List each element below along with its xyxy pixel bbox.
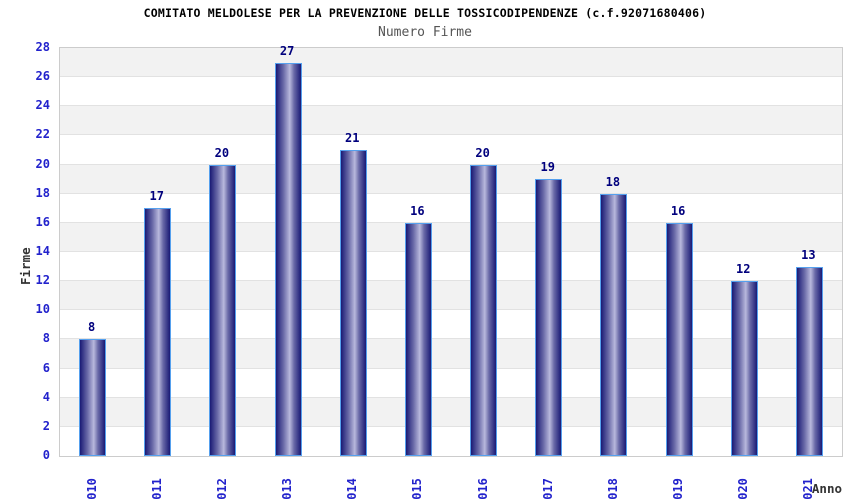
plot-band <box>60 164 842 194</box>
bar-2012 <box>209 164 237 456</box>
x-tick-label: 2015 <box>410 478 425 500</box>
bar-2021 <box>795 266 823 456</box>
x-tick-label: 2016 <box>475 478 490 500</box>
gridline <box>60 192 842 194</box>
x-tick-label: 2017 <box>540 478 555 500</box>
gridline <box>60 163 842 165</box>
x-tick-label: 2020 <box>736 478 751 500</box>
y-tick-label: 18 <box>35 185 50 200</box>
bar-2019 <box>665 222 693 456</box>
bar-value-label: 20 <box>475 145 490 160</box>
y-tick-label: 22 <box>35 127 50 142</box>
x-tick-label: 2012 <box>214 478 229 500</box>
bar-2018 <box>600 193 628 456</box>
bar-value-label: 13 <box>801 247 816 262</box>
x-tick-label: 2019 <box>671 478 686 500</box>
y-tick-label: 26 <box>35 69 50 84</box>
bar-2015 <box>404 222 432 456</box>
plot-band <box>60 397 842 427</box>
bar-value-label: 8 <box>87 320 96 335</box>
gridline <box>60 105 842 107</box>
bar-value-label: 16 <box>670 203 686 218</box>
plot-band <box>60 281 842 311</box>
y-tick-label: 16 <box>35 214 50 229</box>
y-tick-label: 2 <box>42 418 50 433</box>
gridline <box>60 221 842 223</box>
gridline <box>60 309 842 311</box>
plot-band <box>60 48 842 78</box>
gridline <box>60 280 842 282</box>
y-tick-label: 20 <box>35 156 50 171</box>
bar-2013 <box>274 62 302 456</box>
y-tick-label: 12 <box>35 273 50 288</box>
y-tick-label: 24 <box>35 98 50 113</box>
chart-title: COMITATO MELDOLESE PER LA PREVENZIONE DE… <box>143 6 707 20</box>
bar-2020 <box>730 281 758 456</box>
gridline <box>60 134 842 136</box>
y-tick-label: 4 <box>42 389 50 404</box>
bar-value-label: 12 <box>736 262 751 277</box>
bar-value-label: 18 <box>605 174 621 189</box>
bar-value-label: 21 <box>345 131 360 145</box>
gridline <box>60 338 842 340</box>
gridline <box>60 251 842 252</box>
plot-band <box>60 222 842 252</box>
plot-area <box>59 47 843 457</box>
y-tick-label: 8 <box>42 331 50 346</box>
x-tick-label: 2021 <box>801 478 816 500</box>
y-tick-label: 14 <box>35 244 50 258</box>
bar-value-label: 16 <box>410 203 425 218</box>
y-tick-label: 10 <box>35 302 50 317</box>
gridline <box>60 367 842 369</box>
y-tick-label: 28 <box>35 40 50 54</box>
chart-subtitle: Numero Firme <box>378 25 472 40</box>
x-tick-label: 2013 <box>280 478 295 500</box>
y-tick-label: 6 <box>42 360 50 375</box>
plot-band <box>60 106 842 136</box>
bar-2017 <box>535 179 563 456</box>
x-axis-title: Anno <box>811 481 842 496</box>
x-tick-label: 2010 <box>84 478 99 500</box>
bar-2011 <box>144 208 172 456</box>
plot-band <box>60 339 842 369</box>
bar-value-label: 27 <box>279 43 295 58</box>
gridline <box>60 76 842 78</box>
bar-2010 <box>79 339 107 456</box>
bar-value-label: 19 <box>540 160 555 175</box>
x-tick-label: 2018 <box>605 478 620 500</box>
bar-value-label: 20 <box>214 145 230 160</box>
y-tick-label: 0 <box>42 448 50 462</box>
x-tick-label: 2011 <box>149 478 164 500</box>
bar-2016 <box>470 164 498 456</box>
gridline <box>60 425 842 427</box>
gridline <box>60 396 842 398</box>
x-tick-label: 2014 <box>345 478 360 500</box>
bar-2014 <box>339 150 367 456</box>
bar-value-label: 17 <box>149 189 164 204</box>
